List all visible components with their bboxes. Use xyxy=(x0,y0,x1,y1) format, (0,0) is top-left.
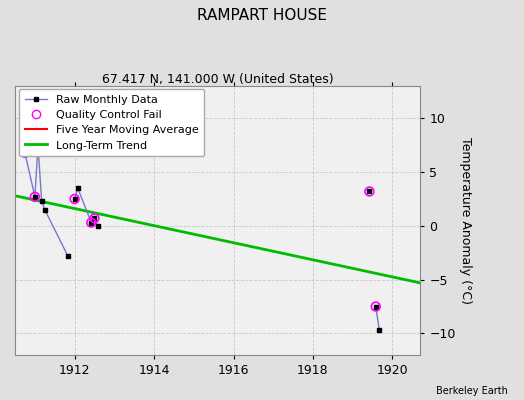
Point xyxy=(87,220,95,226)
Point xyxy=(37,198,46,204)
Text: Berkeley Earth: Berkeley Earth xyxy=(436,386,508,396)
Point xyxy=(21,150,29,156)
Point xyxy=(34,142,42,148)
Point xyxy=(90,215,99,222)
Point xyxy=(365,188,374,195)
Point xyxy=(40,206,49,213)
Point xyxy=(63,253,72,259)
Point xyxy=(90,215,99,222)
Title: 67.417 N, 141.000 W (United States): 67.417 N, 141.000 W (United States) xyxy=(102,73,333,86)
Point xyxy=(31,194,39,200)
Point xyxy=(375,327,384,334)
Point xyxy=(73,185,82,192)
Point xyxy=(87,220,95,226)
Point xyxy=(365,188,374,195)
Point xyxy=(70,196,79,202)
Point xyxy=(21,150,29,156)
Point xyxy=(93,223,102,229)
Text: RAMPART HOUSE: RAMPART HOUSE xyxy=(197,8,327,23)
Y-axis label: Temperature Anomaly (°C): Temperature Anomaly (°C) xyxy=(460,137,472,304)
Point xyxy=(372,303,380,310)
Point xyxy=(372,303,380,310)
Legend: Raw Monthly Data, Quality Control Fail, Five Year Moving Average, Long-Term Tren: Raw Monthly Data, Quality Control Fail, … xyxy=(19,89,204,156)
Point xyxy=(31,194,39,200)
Point xyxy=(70,196,79,202)
